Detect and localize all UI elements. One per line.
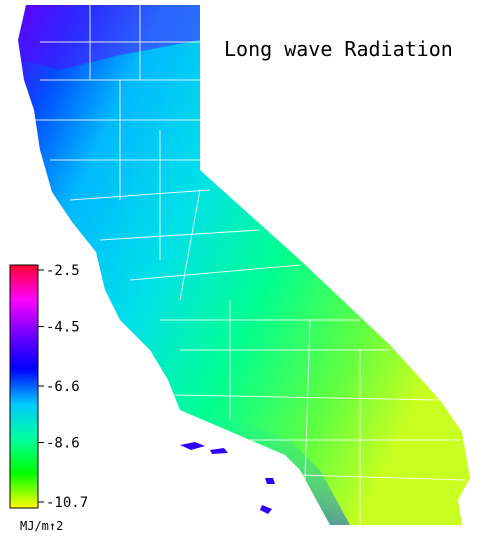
colorbar-tick-label: -6.6 [46, 379, 80, 395]
map-title: Long wave Radiation [224, 37, 453, 61]
south-coast-shade [180, 410, 350, 525]
colorbar-tick-label: -2.5 [46, 263, 80, 279]
county-lines [35, 5, 466, 525]
california [18, 5, 470, 525]
colorbar-tick-label: -8.6 [46, 436, 80, 452]
colorbar-tick-label: -4.5 [46, 320, 80, 336]
colorbar [9, 264, 39, 509]
colorbar-tick-label: -10.7 [46, 495, 88, 511]
north-shade [22, 5, 200, 70]
color-legend: MJ/m↑2 -2.5 -4.5 -6.6 -8.6 -10.7 [9, 263, 88, 533]
colorbar-unit: MJ/m↑2 [20, 519, 63, 533]
state [18, 5, 470, 525]
islands [180, 442, 275, 514]
